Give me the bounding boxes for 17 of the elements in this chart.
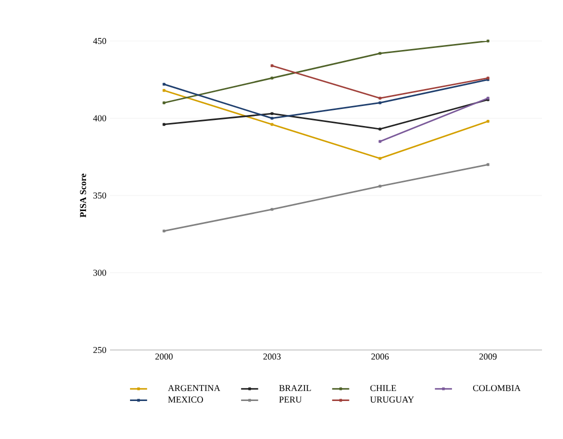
legend-label: PERU [279,396,302,403]
legend-label: URUGUAY [370,396,414,403]
x-tick-label: 2003 [263,354,281,360]
y-tick-label: 250 [93,346,106,354]
legend-label: CHILE [370,385,396,392]
x-tick-label: 2006 [371,354,389,360]
legend-label: BRAZIL [279,385,311,392]
y-tick-label: 400 [93,115,106,122]
y-tick-label: 300 [93,270,106,276]
legend-label: COLOMBIA [473,385,521,392]
x-tick-label: 2000 [155,354,173,360]
y-tick-label: 350 [93,192,106,199]
y-axis-title: PISA Score [80,174,86,218]
legend-label: MEXICO [168,396,203,403]
y-tick-label: 450 [93,38,106,44]
x-tick-label: 2009 [479,354,497,360]
legend-label: ARGENTINA [168,385,220,392]
